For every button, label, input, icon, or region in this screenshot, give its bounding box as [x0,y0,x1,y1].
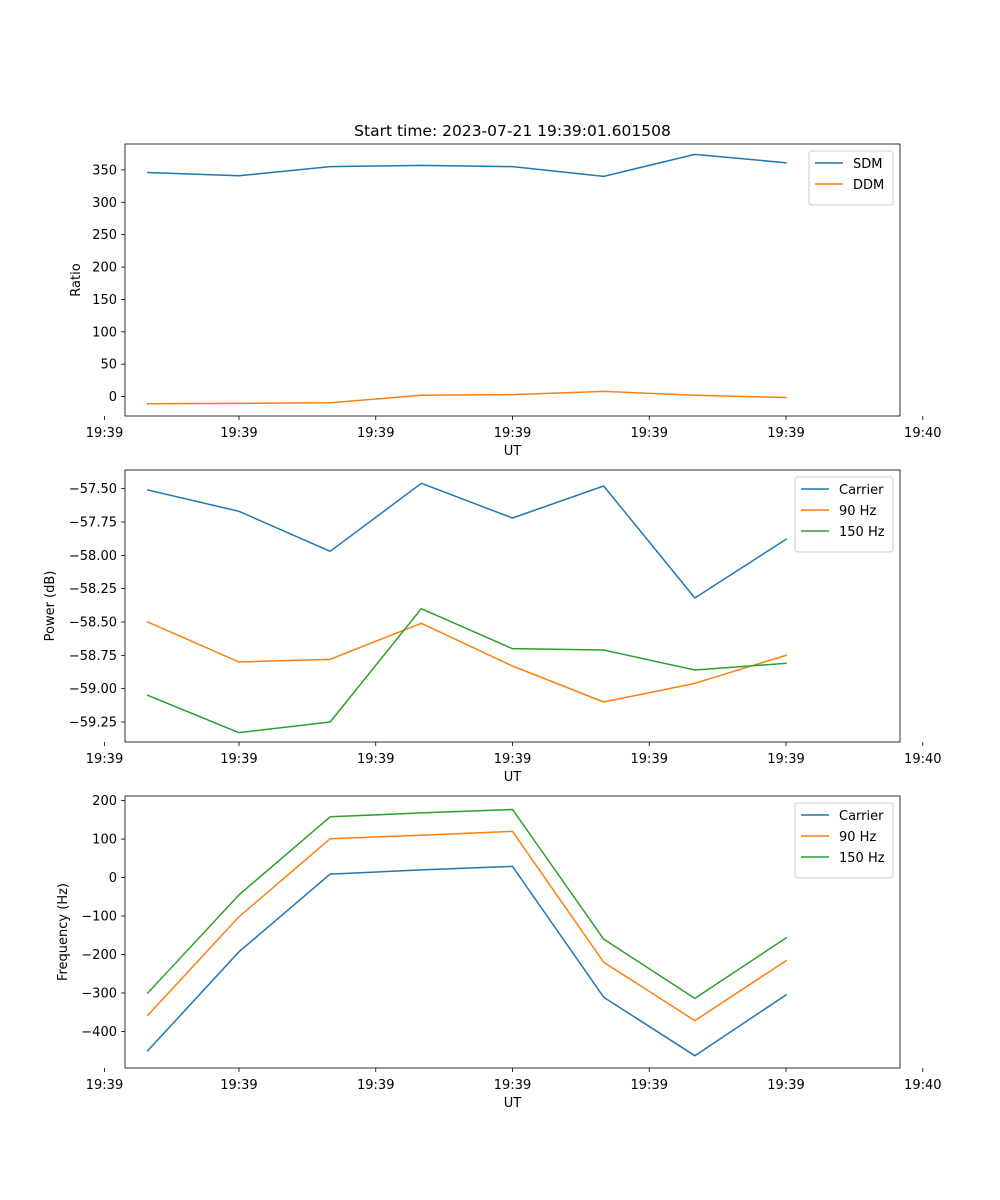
x-tick-label: 19:39 [86,426,123,441]
y-axis-label: Frequency (Hz) [56,883,71,981]
y-tick-label: 200 [92,794,117,809]
x-tick-label: 19:39 [357,426,394,441]
y-tick-label: −58.75 [69,649,117,664]
y-tick-label: 100 [92,833,117,848]
legend-label: SDM [853,157,882,172]
x-tick-label: 19:39 [357,752,394,767]
y-tick-label: 250 [92,228,117,243]
x-tick-label: 19:39 [86,752,123,767]
series-line-90-hz [146,621,787,703]
y-tick-label: 200 [92,261,117,276]
y-tick-label: −58.25 [69,582,117,597]
y-tick-label: 150 [92,293,117,308]
y-tick-label: −300 [81,986,117,1001]
x-tick-label: 19:40 [904,426,941,441]
legend-label: 150 Hz [839,525,885,540]
y-tick-label: −59.00 [69,682,117,697]
panels: 19:39 19:39 19:39 19:39 19:39 19:39 19:40 0 50 10… [43,122,942,1111]
y-tick-label: −58.00 [69,549,117,564]
x-axis-label: UT [504,444,522,459]
chart-panel-3: 19:39 19:39 19:39 19:39 19:39 19:39 19:40 −400 −… [56,794,942,1111]
y-tick-label: −57.50 [69,482,117,497]
x-tick-label: 19:39 [631,1078,668,1093]
x-axis-label: UT [504,770,522,785]
y-tick-label: −58.50 [69,616,117,631]
x-tick-label: 19:39 [220,1078,257,1093]
x-tick-label: 19:39 [357,1078,394,1093]
y-tick-label: 300 [92,196,117,211]
y-axis-label: Power (dB) [43,571,58,642]
legend-label: 90 Hz [839,504,876,519]
series-line-ddm [147,390,787,405]
y-tick-label: 350 [92,163,117,178]
chart-title: Start time: 2023-07-21 19:39:01.601508 [354,122,671,140]
x-tick-label: 19:39 [767,426,804,441]
legend-box [794,802,894,879]
x-tick-label: 19:39 [220,426,257,441]
x-tick-label: 19:39 [494,426,531,441]
x-tick-label: 19:39 [631,752,668,767]
legend-label: Carrier [839,483,884,498]
y-tick-label: 0 [109,871,117,886]
legend: Carrier 90 Hz 150 Hz [794,802,894,879]
x-tick-label: 19:39 [494,1078,531,1093]
x-tick-label: 19:39 [631,426,668,441]
legend-box [808,150,894,206]
x-tick-label: 19:39 [767,752,804,767]
y-axis-label: Ratio [69,263,84,296]
legend: Carrier 90 Hz 150 Hz [794,476,894,553]
x-tick-label: 19:39 [86,1078,123,1093]
legend-label: 90 Hz [839,830,876,845]
series-line-150-hz [146,808,788,1000]
series-line-sdm [147,153,787,178]
x-tick-label: 19:40 [904,752,941,767]
y-tick-label: −200 [81,948,117,963]
legend-label: Carrier [839,809,884,824]
chart-panel-2: 19:39 19:39 19:39 19:39 19:39 19:39 19:40 −59.2… [43,469,942,785]
series-line-150-hz [146,607,787,734]
legend: SDM DDM [808,150,894,206]
x-tick-label: 19:39 [494,752,531,767]
chart-panel-1: 19:39 19:39 19:39 19:39 19:39 19:39 19:40 0 50 10… [69,122,942,459]
series-line-carrier [146,482,788,599]
x-tick-label: 19:40 [904,1078,941,1093]
x-tick-label: 19:39 [767,1078,804,1093]
y-tick-label: −100 [81,910,117,925]
x-axis-label: UT [504,1096,522,1111]
y-tick-label: 0 [109,390,117,405]
legend-label: 150 Hz [839,851,885,866]
y-tick-label: 50 [100,358,117,373]
series-line-carrier [146,865,788,1057]
series-line-90-hz [146,830,788,1022]
legend-box [794,476,894,553]
y-tick-label: 100 [92,325,117,340]
y-tick-label: −57.75 [69,516,117,531]
y-tick-label: −59.25 [69,716,117,731]
legend-label: DDM [853,178,884,193]
y-tick-label: −400 [81,1025,117,1040]
x-tick-label: 19:39 [220,752,257,767]
